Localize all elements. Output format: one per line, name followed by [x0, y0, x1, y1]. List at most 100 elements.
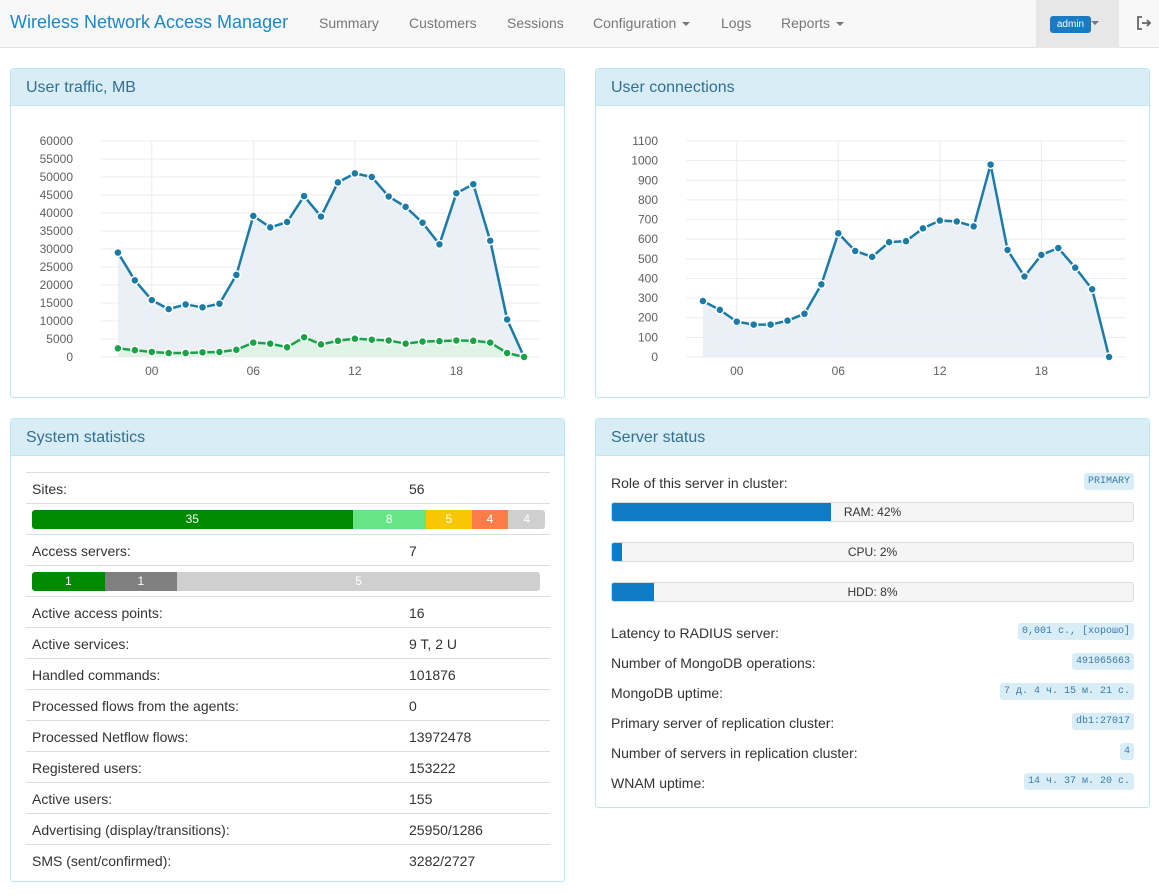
- row-label: Handled commands:: [32, 667, 161, 683]
- role-badge: PRIMARY: [1083, 473, 1134, 490]
- table-row: Access servers: 7: [26, 534, 550, 565]
- row-value: 4: [1119, 743, 1134, 760]
- table-row: Registered users: 153222: [26, 751, 550, 782]
- logout-icon[interactable]: [1135, 14, 1153, 32]
- y-tick-label: 600: [638, 232, 658, 246]
- data-point: [935, 215, 945, 226]
- y-tick-label: 10000: [40, 314, 74, 328]
- data-point: [952, 216, 962, 227]
- data-point: [765, 319, 776, 330]
- data-point: [485, 337, 495, 348]
- data-point: [147, 347, 157, 357]
- x-tick-label: 12: [933, 364, 947, 378]
- row-label: SMS (sent/confirmed):: [32, 853, 172, 869]
- y-tick-label: 500: [638, 252, 658, 266]
- data-point: [1053, 243, 1064, 253]
- data-point: [282, 217, 292, 227]
- row-label: Access servers:: [32, 543, 131, 559]
- user-traffic-chart: 0 5000 10000 15000 20000 25000 30000 35000 40000…: [40, 134, 541, 378]
- x-tick-label: 06: [247, 364, 261, 378]
- hdd-progress-fill: [612, 583, 654, 601]
- y-tick-label: 0: [66, 350, 73, 364]
- row-label: Latency to RADIUS server:: [611, 625, 780, 641]
- chevron-down-icon: [1091, 21, 1099, 25]
- table-row: SMS (sent/confirmed): 3282/2727: [26, 844, 550, 875]
- data-point: [231, 345, 242, 355]
- data-point: [1087, 284, 1097, 295]
- row-label: Active access points:: [32, 605, 163, 621]
- data-point: [214, 298, 225, 309]
- table-row: Handled commands: 101876: [26, 658, 550, 689]
- data-point: [451, 188, 462, 198]
- row-value: 25950/1286: [409, 822, 483, 838]
- data-point: [163, 304, 174, 314]
- row-value: 7: [409, 543, 417, 559]
- row-label: WNAM uptime:: [611, 775, 706, 791]
- nav-configuration[interactable]: Configuration: [593, 15, 691, 31]
- bar-segment: 5: [177, 572, 540, 591]
- hdd-progress: HDD: 8%: [611, 582, 1134, 602]
- data-point: [867, 252, 877, 262]
- bar-segment: 5: [425, 510, 472, 529]
- row-value: 101876: [409, 667, 456, 683]
- data-point: [400, 338, 411, 349]
- y-tick-label: 100: [638, 330, 658, 344]
- bar-segment: 1: [32, 572, 105, 591]
- x-tick-label: 06: [832, 364, 846, 378]
- y-tick-label: 700: [638, 213, 658, 227]
- row-value: db1:27017: [1071, 713, 1134, 730]
- row-value: 13972478: [409, 729, 472, 745]
- row-value: 0,001 с., [хорошо]: [1017, 623, 1134, 640]
- row-label: Registered users:: [32, 760, 142, 776]
- data-point: [1036, 250, 1047, 260]
- data-point: [130, 345, 140, 355]
- user-menu[interactable]: admin: [1036, 0, 1119, 48]
- data-point: [282, 342, 292, 353]
- panel-title: System statistics: [11, 419, 564, 456]
- nav-customers[interactable]: Customers: [409, 15, 477, 31]
- row-label: Number of servers in replication cluster…: [611, 745, 858, 761]
- y-tick-label: 300: [638, 291, 658, 305]
- data-point: [918, 223, 928, 234]
- panel-title: User connections: [596, 69, 1149, 106]
- data-point: [180, 299, 191, 310]
- nav-logs[interactable]: Logs: [721, 15, 752, 31]
- nav-sessions[interactable]: Sessions: [507, 15, 564, 31]
- nav-summary[interactable]: Summary: [319, 15, 379, 31]
- data-point: [1002, 245, 1013, 255]
- data-point: [316, 339, 326, 350]
- data-point: [732, 316, 742, 327]
- y-tick-label: 900: [638, 173, 658, 187]
- y-tick-label: 15000: [40, 296, 74, 310]
- data-point: [816, 279, 827, 290]
- bar-segment: 4: [508, 510, 545, 529]
- y-tick-label: 200: [638, 311, 658, 325]
- data-point: [901, 236, 911, 246]
- y-tick-label: 5000: [46, 332, 73, 346]
- data-point: [248, 211, 259, 221]
- row-label: Number of MongoDB operations:: [611, 655, 816, 671]
- data-point: [417, 336, 428, 347]
- panel-title: Server status: [596, 419, 1149, 456]
- brand-link[interactable]: Wireless Network Access Manager: [10, 12, 289, 32]
- panel-title: User traffic, MB: [11, 69, 564, 106]
- y-tick-label: 50000: [40, 170, 74, 184]
- table-row: Processed flows from the agents: 0: [26, 689, 550, 720]
- data-point: [299, 191, 309, 201]
- data-point: [147, 295, 157, 305]
- x-tick-label: 12: [348, 364, 362, 378]
- y-tick-label: 40000: [40, 206, 74, 220]
- y-tick-label: 30000: [40, 242, 74, 256]
- y-tick-label: 35000: [40, 224, 74, 238]
- data-point: [434, 239, 445, 250]
- y-tick-label: 25000: [40, 260, 74, 274]
- cpu-progress-text: CPU: 2%: [847, 545, 898, 559]
- data-point: [502, 314, 512, 325]
- data-point: [265, 222, 275, 233]
- cpu-progress-fill: [612, 543, 623, 561]
- data-point: [248, 337, 259, 348]
- data-point: [1104, 352, 1114, 362]
- role-label: Role of this server in cluster:: [611, 475, 788, 491]
- nav-reports[interactable]: Reports: [781, 15, 845, 31]
- bar-segment: 35: [32, 510, 353, 529]
